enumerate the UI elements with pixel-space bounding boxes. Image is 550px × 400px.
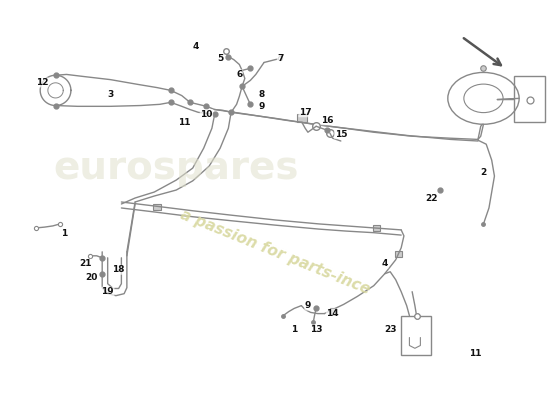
FancyBboxPatch shape: [373, 225, 381, 231]
Text: 12: 12: [36, 78, 48, 87]
Text: 22: 22: [425, 194, 438, 202]
Text: 17: 17: [299, 108, 311, 117]
Text: a passion for parts-ince: a passion for parts-ince: [178, 207, 372, 297]
Text: 10: 10: [200, 110, 213, 119]
Text: 13: 13: [310, 325, 322, 334]
FancyBboxPatch shape: [153, 204, 161, 210]
Text: 11: 11: [178, 118, 191, 127]
FancyBboxPatch shape: [394, 251, 402, 257]
Text: 1: 1: [291, 325, 298, 334]
Text: 5: 5: [217, 54, 223, 63]
Text: 23: 23: [384, 325, 397, 334]
Text: 9: 9: [258, 102, 265, 111]
Text: 3: 3: [107, 90, 113, 99]
Text: 6: 6: [236, 70, 243, 79]
Text: 15: 15: [334, 130, 347, 139]
Text: eurospares: eurospares: [53, 149, 299, 187]
Text: 19: 19: [101, 287, 114, 296]
Text: 1: 1: [60, 229, 67, 238]
Text: 11: 11: [469, 349, 481, 358]
Text: 8: 8: [258, 90, 265, 99]
Text: 21: 21: [80, 259, 92, 268]
FancyBboxPatch shape: [297, 114, 307, 122]
Text: 14: 14: [326, 309, 339, 318]
Text: 20: 20: [85, 273, 97, 282]
Text: 4: 4: [192, 42, 199, 51]
Text: 16: 16: [321, 116, 333, 125]
Text: 9: 9: [305, 301, 311, 310]
Text: 18: 18: [112, 265, 125, 274]
Text: 2: 2: [480, 168, 487, 176]
Text: 7: 7: [277, 54, 284, 63]
Text: 4: 4: [382, 259, 388, 268]
